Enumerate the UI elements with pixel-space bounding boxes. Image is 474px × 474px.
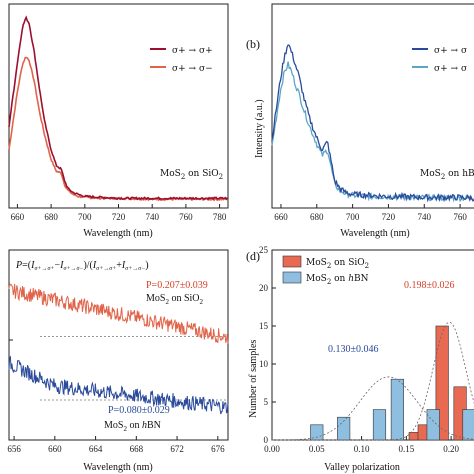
x-axis-label-a: Wavelength (nm) bbox=[83, 228, 152, 239]
bar-d-hbn bbox=[462, 409, 474, 441]
bar-d-hbn bbox=[390, 378, 404, 441]
panel-b: (b) Intensity (a.u.) 660 680 700 720 740 760 … bbox=[246, 3, 474, 239]
y-axis-label-d: Number of samples bbox=[248, 340, 259, 418]
legend-label-b-2: σ+ → σ bbox=[434, 64, 467, 74]
legend-label-b-1: σ+ → σ bbox=[434, 46, 467, 56]
p-value-sio2: P=0.207±0.039 bbox=[146, 280, 208, 291]
panel-c-frame bbox=[8, 249, 229, 441]
panel-c-xtick-label: 672 bbox=[170, 444, 184, 454]
polarization-line-c-2 bbox=[8, 355, 229, 415]
panel-a-xtick-label: 720 bbox=[112, 212, 126, 222]
panel-b-xtick-label: 660 bbox=[274, 212, 288, 222]
panel-a-xtick-label: 700 bbox=[78, 212, 92, 222]
panel-d-ytick-label: 5 bbox=[264, 397, 269, 407]
panel-d-xtick-label: 0.10 bbox=[354, 444, 370, 454]
panel-a-xtick-label: 660 bbox=[11, 212, 25, 222]
gaussian-fit-d-2 bbox=[272, 376, 474, 441]
panel-d-ytick-label: 25 bbox=[259, 245, 269, 255]
panel-b-xtick-label: 700 bbox=[346, 212, 360, 222]
sample-label-b: MoS2 on hBN bbox=[420, 169, 474, 181]
legend-label-a-2: σ+ → σ− bbox=[172, 64, 213, 74]
panel-letter-d: (d) bbox=[246, 249, 260, 263]
x-axis-label-b: Wavelength (nm) bbox=[340, 228, 409, 239]
panel-a: 660 680 700 720 740 760 780 σ+ → σ+ σ+ → σ− Mo… bbox=[8, 3, 229, 239]
panel-d: (d) Number of samples 0.00 0.05 0.10 0.15 0.… bbox=[246, 245, 474, 473]
bar-d-hbn bbox=[426, 409, 440, 441]
panel-b-xtick-label: 760 bbox=[453, 212, 467, 222]
bar-d-hbn bbox=[372, 409, 387, 441]
panel-b-xtick-label: 740 bbox=[418, 212, 432, 222]
polarization-formula: P=(Iσ+→σ+−Iσ+→σ−)/(Iσ+→σ++Iσ+→σ−) bbox=[15, 260, 149, 272]
sample-label-a: MoS2 on SiO2 bbox=[160, 169, 223, 181]
panel-b-xtick-label: 720 bbox=[382, 212, 396, 222]
y-axis-label-b: Intensity (a.u.) bbox=[254, 99, 265, 158]
legend-label-a-1: σ+ → σ+ bbox=[172, 46, 213, 56]
gaussian-fit-d-1 bbox=[272, 321, 474, 441]
panel-a-xtick-label: 780 bbox=[213, 212, 227, 222]
spectrum-line-b-1 bbox=[271, 44, 474, 203]
bar-d-hbn bbox=[337, 416, 351, 441]
panel-d-ytick-label: 15 bbox=[259, 321, 269, 331]
panel-d-ytick-label: 20 bbox=[259, 283, 269, 293]
x-axis-label-d: Valley polarization bbox=[324, 462, 400, 473]
legend-swatch-hbn bbox=[282, 271, 302, 284]
panel-d-xtick-label: 0.00 bbox=[264, 444, 280, 454]
panel-a-xtick-label: 760 bbox=[179, 212, 193, 222]
x-axis-label-c: Wavelength (nm) bbox=[83, 462, 152, 473]
annotation-sio2: 0.198±0.026 bbox=[404, 280, 455, 291]
panel-letter-b: (b) bbox=[246, 37, 260, 51]
panel-c: 656 660 664 668 672 676 P=(Iσ+→σ+−Iσ+→σ−)/(Iσ… bbox=[7, 249, 229, 473]
panel-c-xtick-label: 668 bbox=[130, 444, 144, 454]
panel-c-xtick-label: 656 bbox=[7, 444, 21, 454]
spectrum-line-a-1 bbox=[8, 15, 228, 201]
p-value-hbn: P=0.080±0.029 bbox=[108, 405, 170, 416]
polarization-line-c-1 bbox=[8, 281, 229, 344]
panel-c-xtick-label: 660 bbox=[48, 444, 62, 454]
annotation-hbn: 0.130±0.046 bbox=[328, 344, 379, 355]
legend-swatch-sio2 bbox=[282, 255, 302, 268]
panel-b-xtick-label: 680 bbox=[310, 212, 324, 222]
panel-d-xtick-label: 0.15 bbox=[398, 444, 414, 454]
panel-c-xtick-label: 676 bbox=[211, 444, 225, 454]
panel-a-xtick-label: 740 bbox=[145, 212, 159, 222]
panel-a-xtick-label: 680 bbox=[44, 212, 58, 222]
panel-d-ytick-label: 0 bbox=[264, 435, 269, 445]
label-sio2-c: MoS2 on SiO2 bbox=[146, 293, 204, 306]
legend-label-d-sio2: MoS2 on SiO2 bbox=[306, 258, 369, 270]
panel-d-xtick-label: 0.05 bbox=[309, 444, 325, 454]
label-hbn-c: MoS2 on hBN bbox=[104, 420, 161, 433]
panel-c-xtick-label: 664 bbox=[89, 444, 103, 454]
legend-label-d-hbn: MoS2 on hBN bbox=[306, 274, 369, 286]
panel-b-frame bbox=[271, 3, 474, 209]
panel-d-ytick-label: 10 bbox=[259, 359, 269, 369]
panel-d-xtick-label: 0.20 bbox=[443, 444, 459, 454]
